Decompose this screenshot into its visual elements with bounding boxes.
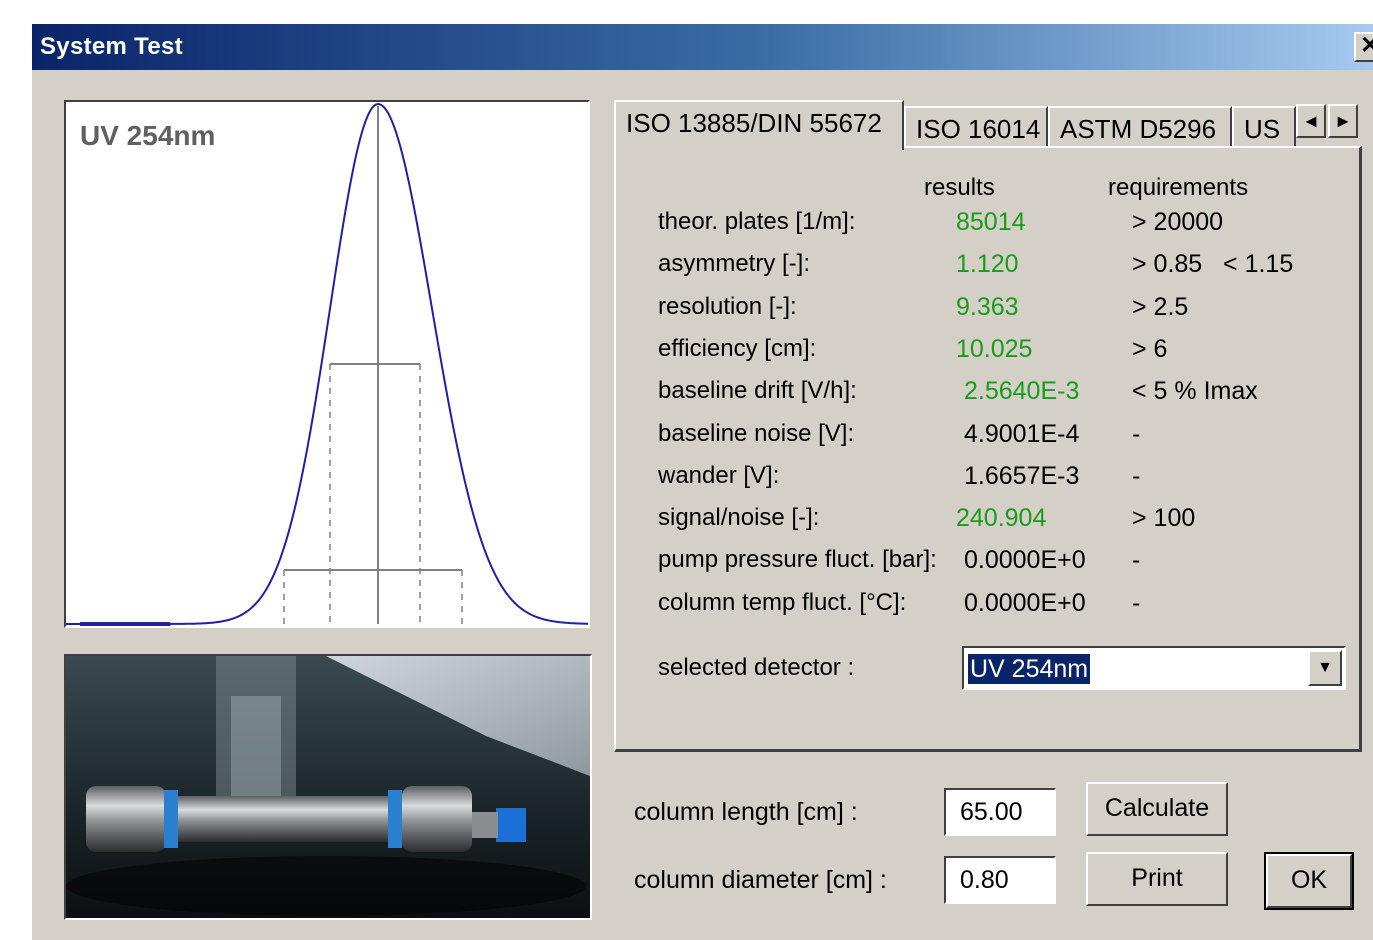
result-value: 2.5640E-3 [964, 377, 1080, 405]
tab-us[interactable]: US [1232, 106, 1296, 150]
result-value: 240.904 [956, 504, 1047, 532]
result-value: 0.0000E+0 [964, 589, 1086, 617]
peak-curve [66, 102, 588, 625]
result-value: 0.0000E+0 [964, 546, 1086, 574]
tab-scroll-right-button[interactable]: ► [1328, 104, 1358, 138]
tab-astm-d5296[interactable]: ASTM D5296 [1048, 106, 1232, 150]
result-value: 1.6657E-3 [964, 462, 1080, 490]
column-diameter-value: 0.80 [960, 866, 1009, 894]
close-icon: ✕ [1360, 32, 1373, 59]
requirements-header: requirements [1108, 174, 1249, 201]
result-requirement: > 20000 [1132, 208, 1224, 236]
column-length-value: 65.00 [960, 798, 1023, 826]
result-requirement: - [1132, 462, 1141, 490]
column-photo [64, 654, 592, 920]
result-label: signal/noise [-]: [658, 504, 820, 531]
detector-select-value: UV 254nm [968, 654, 1091, 684]
result-label: asymmetry [-]: [658, 250, 811, 277]
tab-label: ASTM D5296 [1060, 114, 1217, 144]
chart-detector-label: UV 254nm [80, 120, 216, 151]
tab-iso-16014[interactable]: ISO 16014 [904, 106, 1048, 150]
result-value: 10.025 [956, 335, 1033, 363]
column-photo-svg [66, 656, 590, 918]
result-requirement: - [1132, 420, 1141, 448]
result-value: 9.363 [956, 293, 1019, 321]
result-label: resolution [-]: [658, 293, 797, 320]
column-diameter-input[interactable]: 0.80 [944, 856, 1056, 904]
result-requirement: > 6 [1132, 335, 1168, 363]
result-label: column temp fluct. [°C]: [658, 589, 907, 616]
result-value: 1.120 [956, 250, 1019, 278]
detector-label: selected detector : [658, 654, 855, 681]
result-requirement: > 0.85 < 1.15 [1132, 250, 1294, 278]
tab-label: ISO 13885/DIN 55672 [626, 108, 882, 138]
tab-panel-iso-13885: results requirements theor. plates [1/m]… [614, 146, 1362, 752]
arrow-left-icon: ◄ [1302, 111, 1320, 131]
dropdown-button[interactable]: ▼ [1308, 650, 1342, 686]
result-label: pump pressure fluct. [bar]: [658, 546, 937, 573]
result-requirement: < 5 % Imax [1132, 377, 1258, 405]
result-label: efficiency [cm]: [658, 335, 817, 362]
window-title: System Test [40, 33, 183, 60]
result-requirement: - [1132, 546, 1141, 574]
tab-label: ISO 16014 [916, 114, 1041, 144]
result-label: wander [V]: [658, 462, 780, 489]
result-requirement: > 100 [1132, 504, 1196, 532]
tab-iso-13885[interactable]: ISO 13885/DIN 55672 [614, 100, 904, 150]
tab-scroll-left-button[interactable]: ◄ [1296, 104, 1326, 138]
system-test-dialog: System Test ✕ UV 254nm [30, 22, 1373, 940]
result-value: 4.9001E-4 [964, 420, 1080, 448]
result-label: baseline drift [V/h]: [658, 377, 857, 404]
result-requirement: - [1132, 589, 1141, 617]
result-label: baseline noise [V]: [658, 420, 855, 447]
tab-label: US [1244, 114, 1281, 144]
print-button[interactable]: Print [1086, 852, 1228, 906]
column-length-input[interactable]: 65.00 [944, 788, 1056, 836]
ok-button[interactable]: OK [1264, 852, 1354, 910]
results-header: results [924, 174, 995, 201]
detector-select[interactable]: UV 254nm ▼ [962, 646, 1346, 690]
result-value: 85014 [956, 208, 1026, 236]
column-length-label: column length [cm] : [634, 798, 858, 826]
calculate-button[interactable]: Calculate [1086, 782, 1228, 836]
arrow-right-icon: ► [1334, 111, 1352, 131]
column-diameter-label: column diameter [cm] : [634, 866, 887, 894]
chromatogram-svg [66, 102, 588, 626]
result-requirement: > 2.5 [1132, 293, 1189, 321]
title-bar[interactable]: System Test ✕ [32, 24, 1373, 70]
chromatogram-chart: UV 254nm [64, 100, 590, 628]
close-button[interactable]: ✕ [1354, 32, 1373, 62]
result-label: theor. plates [1/m]: [658, 208, 856, 235]
chevron-down-icon: ▼ [1317, 659, 1333, 676]
